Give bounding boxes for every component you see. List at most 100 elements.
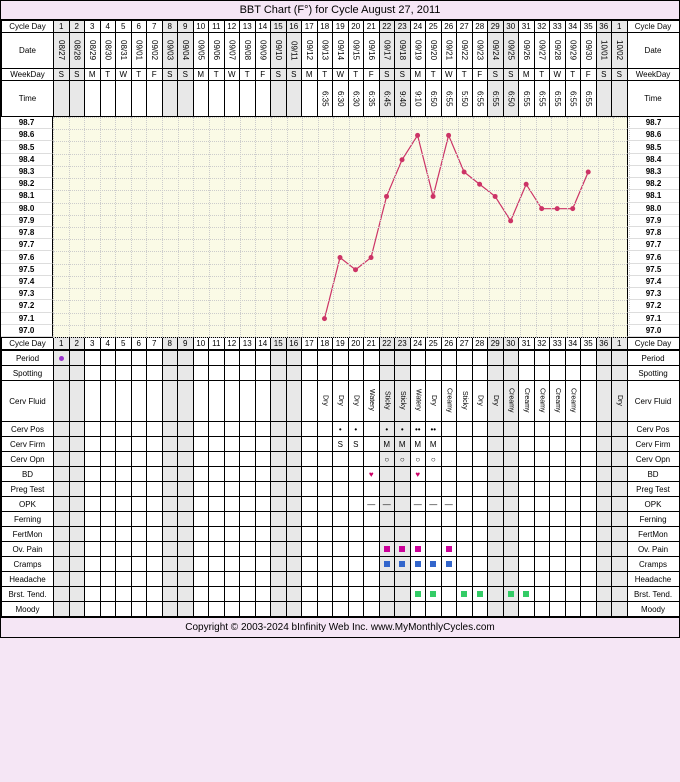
cell: 09/22 bbox=[457, 33, 473, 69]
tracker-cell bbox=[178, 366, 194, 381]
temp-tick: 97.7 bbox=[627, 239, 679, 251]
tracker-cell bbox=[54, 366, 70, 381]
cell: 11 bbox=[209, 21, 225, 33]
tracker-cell bbox=[85, 587, 101, 602]
tracker-cell bbox=[100, 587, 116, 602]
tracker-cell bbox=[519, 557, 535, 572]
cell: T bbox=[565, 69, 581, 81]
tracker-cell bbox=[209, 557, 225, 572]
tracker-cell bbox=[209, 497, 225, 512]
tracker-cell bbox=[503, 482, 519, 497]
cell: 09/21 bbox=[441, 33, 457, 69]
tracker-label: Cerv Opn bbox=[627, 452, 679, 467]
tracker-cell bbox=[534, 587, 550, 602]
tracker-cell bbox=[581, 602, 597, 617]
cell: 21 bbox=[364, 338, 380, 350]
tracker-cell bbox=[519, 482, 535, 497]
temperature-chart: 98.798.698.598.498.398.298.198.097.997.8… bbox=[1, 117, 679, 337]
tracker-cell bbox=[379, 512, 395, 527]
tracker-cell: Dry bbox=[612, 381, 628, 422]
temp-tick: 98.2 bbox=[627, 178, 679, 190]
tracker-cell bbox=[116, 452, 132, 467]
tracker-cell bbox=[472, 452, 488, 467]
tracker-cell bbox=[69, 587, 85, 602]
tracker-cell bbox=[193, 366, 209, 381]
tracker-cell bbox=[426, 527, 442, 542]
tracker-cell: Watery bbox=[364, 381, 380, 422]
cell: 09/03 bbox=[162, 33, 178, 69]
tracker-cell bbox=[131, 602, 147, 617]
tracker-cell bbox=[286, 351, 302, 366]
tracker-cell bbox=[100, 572, 116, 587]
tracker-cell bbox=[240, 572, 256, 587]
cell bbox=[131, 81, 147, 117]
tracker-cell bbox=[85, 527, 101, 542]
tracker-cell bbox=[550, 351, 566, 366]
cell: 9:10 bbox=[410, 81, 426, 117]
tracker-cell bbox=[519, 587, 535, 602]
tracker-cell bbox=[596, 467, 612, 482]
tracker-cell bbox=[255, 482, 271, 497]
tracker-cell bbox=[116, 542, 132, 557]
tracker-cell bbox=[240, 351, 256, 366]
tracker-cell bbox=[240, 467, 256, 482]
cell: 09/20 bbox=[426, 33, 442, 69]
cell: S bbox=[379, 69, 395, 81]
temp-tick: 97.0 bbox=[1, 325, 53, 337]
tracker-cell: Creamy bbox=[550, 381, 566, 422]
tracker-cell bbox=[565, 602, 581, 617]
tracker-cell bbox=[441, 467, 457, 482]
tracker-cell bbox=[193, 602, 209, 617]
tracker-cell bbox=[441, 512, 457, 527]
tracker-cell bbox=[302, 572, 318, 587]
tracker-cell bbox=[69, 381, 85, 422]
tracker-cell bbox=[379, 542, 395, 557]
temp-axis-left: 98.798.698.598.498.398.298.198.097.997.8… bbox=[1, 117, 53, 337]
tracker-cell bbox=[472, 557, 488, 572]
row-label: Cycle Day bbox=[2, 338, 54, 350]
tracker-cell bbox=[348, 452, 364, 467]
cell: 1 bbox=[54, 21, 70, 33]
tracker-cell: • bbox=[379, 422, 395, 437]
tracker-cell bbox=[162, 482, 178, 497]
tracker-cell bbox=[612, 572, 628, 587]
tracker-cell bbox=[317, 602, 333, 617]
tracker-cell bbox=[286, 422, 302, 437]
tracker-cell bbox=[255, 572, 271, 587]
tracker-cell bbox=[286, 602, 302, 617]
tracker-cell bbox=[581, 497, 597, 512]
cell: 09/26 bbox=[519, 33, 535, 69]
cell: 34 bbox=[565, 338, 581, 350]
tracker-cell bbox=[178, 512, 194, 527]
tracker-cell bbox=[193, 542, 209, 557]
tracker-cell bbox=[581, 366, 597, 381]
tracker-cell bbox=[240, 422, 256, 437]
tracker-cell bbox=[410, 602, 426, 617]
tracker-cell: — bbox=[379, 497, 395, 512]
tracker-cell bbox=[224, 437, 240, 452]
tracker-cell bbox=[565, 497, 581, 512]
tracker-cell bbox=[457, 351, 473, 366]
cell: 28 bbox=[472, 21, 488, 33]
tracker-cell bbox=[596, 557, 612, 572]
tracker-cell bbox=[54, 437, 70, 452]
row-label: Time bbox=[2, 81, 54, 117]
tracker-cell bbox=[596, 602, 612, 617]
tracker-cell bbox=[379, 602, 395, 617]
tracker-cell bbox=[364, 557, 380, 572]
tracker-cell bbox=[426, 572, 442, 587]
tracker-cell bbox=[100, 422, 116, 437]
tracker-cell bbox=[302, 512, 318, 527]
tracker-cell bbox=[116, 351, 132, 366]
cell: 09/18 bbox=[395, 33, 411, 69]
tracker-cell bbox=[271, 422, 287, 437]
tracker-cell bbox=[395, 557, 411, 572]
tracker-cell bbox=[131, 542, 147, 557]
cell: 18 bbox=[317, 21, 333, 33]
tracker-cell bbox=[503, 467, 519, 482]
tracker-cell bbox=[85, 437, 101, 452]
tracker-cell bbox=[457, 452, 473, 467]
cell: T bbox=[426, 69, 442, 81]
temp-tick: 97.3 bbox=[1, 288, 53, 300]
tracker-cell bbox=[379, 351, 395, 366]
